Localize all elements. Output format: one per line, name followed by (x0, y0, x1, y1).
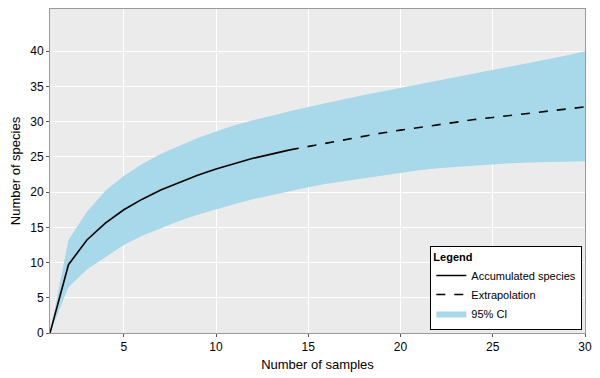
svg-text:10: 10 (209, 340, 223, 354)
svg-text:40: 40 (30, 44, 44, 58)
svg-text:15: 15 (30, 221, 44, 235)
svg-text:Number of samples: Number of samples (261, 357, 374, 372)
svg-text:20: 20 (30, 185, 44, 199)
svg-text:5: 5 (120, 340, 127, 354)
svg-text:Extrapolation: Extrapolation (471, 289, 535, 301)
svg-text:Legend: Legend (433, 251, 472, 263)
svg-text:Accumulated species: Accumulated species (471, 270, 575, 282)
svg-text:20: 20 (394, 340, 408, 354)
svg-text:25: 25 (486, 340, 500, 354)
svg-text:5: 5 (37, 291, 44, 305)
svg-text:35: 35 (30, 80, 44, 94)
svg-text:30: 30 (578, 340, 592, 354)
svg-text:10: 10 (30, 256, 44, 270)
svg-text:0: 0 (37, 326, 44, 340)
svg-text:15: 15 (302, 340, 316, 354)
svg-text:Number of species: Number of species (8, 116, 23, 225)
svg-text:95% CI: 95% CI (471, 308, 507, 320)
svg-text:30: 30 (30, 115, 44, 129)
svg-text:25: 25 (30, 150, 44, 164)
